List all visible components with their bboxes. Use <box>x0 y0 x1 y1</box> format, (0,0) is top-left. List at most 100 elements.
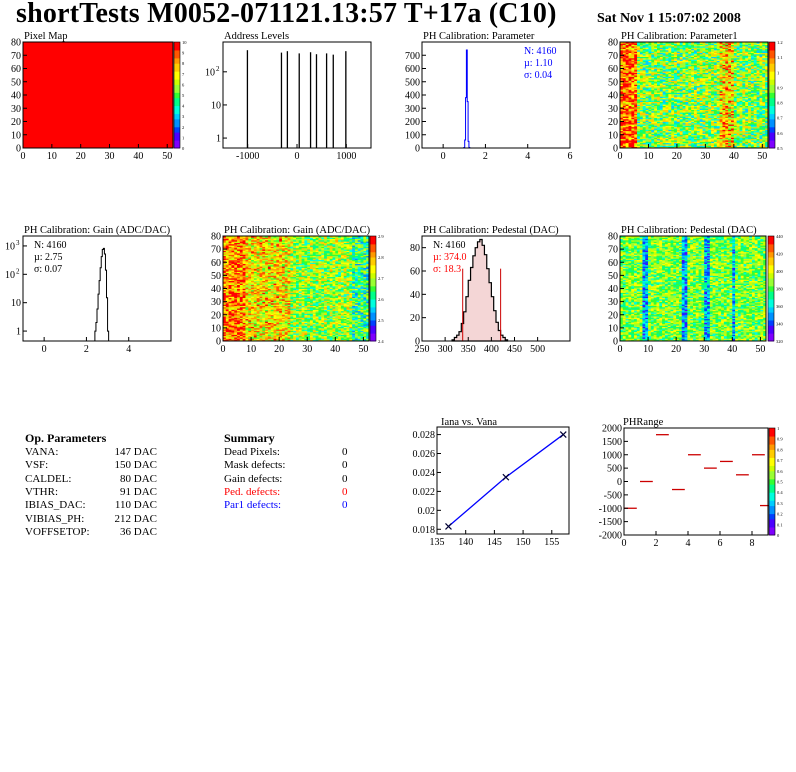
heatmap-cell <box>685 120 689 122</box>
heatmap-cell <box>739 64 743 67</box>
heatmap-cell <box>676 63 681 65</box>
heatmap-cell <box>702 117 706 120</box>
heatmap-cell <box>745 102 749 105</box>
heatmap-cell <box>691 60 695 63</box>
heatmap-cell <box>725 98 729 101</box>
heatmap-cell <box>713 49 718 52</box>
heatmap-cell <box>645 145 649 148</box>
heatmap-cell <box>716 102 721 105</box>
heatmap-cell <box>682 56 686 59</box>
heatmap-cell <box>648 92 652 95</box>
heatmap-cell <box>659 92 664 95</box>
heatmap-cell <box>620 63 624 65</box>
heatmap-cell <box>696 92 701 95</box>
heatmap-cell <box>691 63 695 65</box>
heatmap-cell <box>654 133 658 136</box>
heatmap-cell <box>745 42 749 44</box>
heatmap-cell <box>682 125 686 128</box>
heatmap-cell <box>688 52 692 55</box>
y-tick-label: 80 <box>608 38 618 49</box>
heatmap-cell <box>662 67 666 69</box>
heatmap-cell <box>622 98 627 101</box>
heatmap-cell <box>622 116 627 118</box>
heatmap-cell <box>688 68 692 71</box>
heatmap-cell <box>736 48 740 51</box>
heatmap-cell <box>639 60 644 63</box>
heatmap-cell <box>625 89 629 92</box>
heatmap-cell <box>731 60 735 63</box>
heatmap-cell <box>742 108 746 110</box>
heatmap-cell <box>742 85 746 88</box>
palette-cell <box>174 63 180 67</box>
heatmap-cell <box>685 61 689 64</box>
heatmap-cell <box>639 113 644 116</box>
heatmap-cell <box>620 125 624 128</box>
heatmap-cell <box>736 65 740 68</box>
heatmap-cell <box>622 69 627 72</box>
heatmap-cell <box>731 134 735 137</box>
heatmap-cell <box>716 144 721 146</box>
heatmap-cell <box>705 108 709 110</box>
heatmap-cell <box>708 144 712 146</box>
heatmap-cell <box>645 132 649 134</box>
heatmap-cell <box>625 122 629 125</box>
heatmap-cell <box>699 42 703 44</box>
heatmap-cell <box>625 48 629 51</box>
heatmap-cell <box>705 138 709 141</box>
heatmap-cell <box>637 109 641 112</box>
heatmap-cell <box>713 108 718 110</box>
heatmap-cell <box>711 48 715 51</box>
heatmap-cell <box>742 132 746 134</box>
heatmap-cell <box>731 44 735 47</box>
x-tick-label: 4 <box>126 344 131 355</box>
heatmap-cell <box>679 144 684 146</box>
heatmap-cell <box>694 84 698 87</box>
heatmap-cell <box>679 136 684 138</box>
heatmap-cell <box>691 55 695 57</box>
heatmap-cell <box>694 138 698 141</box>
heatmap-cell <box>699 83 703 85</box>
heatmap-cell <box>682 93 686 96</box>
heatmap-cell <box>676 52 681 55</box>
heatmap-cell <box>631 60 635 63</box>
heatmap-cell <box>694 67 698 69</box>
heatmap-cell <box>713 73 718 76</box>
heatmap-cell <box>637 79 641 81</box>
heatmap-cell <box>628 51 632 53</box>
heatmap-cell <box>628 60 632 63</box>
heatmap-cell <box>668 59 672 61</box>
heatmap-cell <box>642 75 647 77</box>
heatmap-cell <box>622 60 627 63</box>
heatmap-cell <box>679 120 684 122</box>
heatmap-cell <box>702 142 706 145</box>
heatmap-cell <box>708 79 712 81</box>
heatmap-cell <box>648 126 652 129</box>
heatmap-cell <box>671 122 675 125</box>
heatmap-cell <box>639 138 644 141</box>
heatmap-cell <box>691 113 695 116</box>
heatmap-cell <box>645 48 649 51</box>
heatmap-cell <box>631 83 635 85</box>
heatmap-cell <box>731 112 735 114</box>
heatmap-cell <box>742 118 746 121</box>
heatmap-cell <box>694 49 698 52</box>
heatmap-cell <box>676 134 681 137</box>
heatmap-cell <box>628 55 632 57</box>
heatmap-cell <box>674 125 678 128</box>
heatmap-cell <box>696 43 701 46</box>
heatmap-cell <box>731 140 735 142</box>
heatmap-cell <box>699 47 703 50</box>
heatmap-cell <box>708 64 712 67</box>
heatmap-cell <box>645 79 649 81</box>
heatmap-cell <box>631 140 635 142</box>
heatmap-cell <box>676 118 681 121</box>
palette-cell <box>769 42 775 46</box>
heatmap-cell <box>711 76 715 79</box>
heatmap-cell <box>642 89 647 92</box>
heatmap-cell <box>719 122 723 125</box>
heatmap-cell <box>728 69 732 72</box>
y-tick-label: 80 <box>11 38 21 49</box>
heatmap-cell <box>736 95 740 97</box>
heatmap-cell <box>682 134 686 137</box>
